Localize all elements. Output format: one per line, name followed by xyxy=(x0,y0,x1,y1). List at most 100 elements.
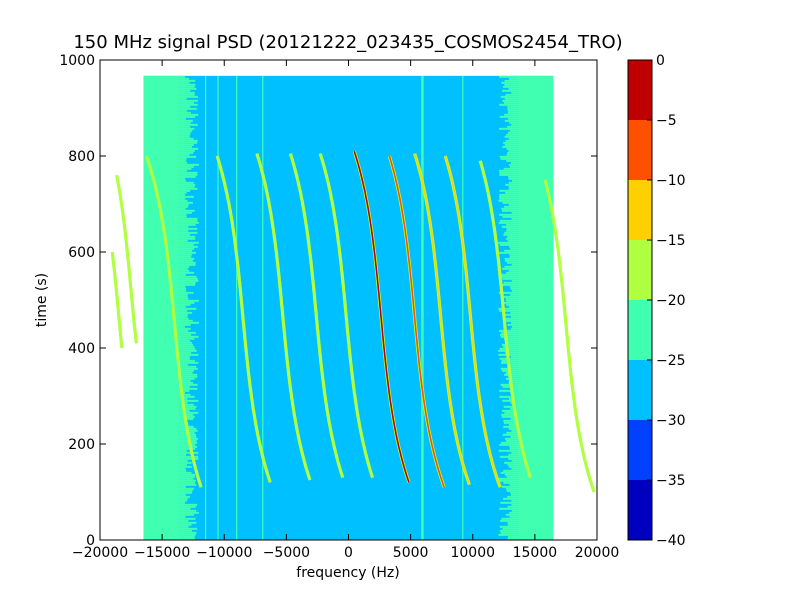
heatmap-noise xyxy=(178,415,195,418)
heatmap-noise xyxy=(178,225,189,228)
heatmap-noise xyxy=(178,529,192,532)
heatmap-noise xyxy=(178,147,199,150)
heatmap-noise xyxy=(498,477,519,480)
heatmap-noise xyxy=(506,261,519,264)
heatmap-noise xyxy=(178,527,198,530)
heatmap-noise xyxy=(506,223,519,226)
heatmap-noise xyxy=(507,505,519,508)
colorbar-tick-label: −15 xyxy=(656,233,686,249)
heatmap-noise xyxy=(510,387,519,390)
heatmap-noise xyxy=(504,79,519,82)
heatmap-noise xyxy=(178,207,186,210)
heatmap-noise xyxy=(178,287,187,290)
colorbar-segment xyxy=(628,360,652,420)
heatmap-noise xyxy=(178,127,195,130)
heatmap-noise xyxy=(509,253,519,256)
heatmap-noise xyxy=(178,199,188,202)
heatmap-noise xyxy=(503,281,519,284)
heatmap-noise xyxy=(178,173,198,176)
heatmap-noise xyxy=(508,185,519,188)
doppler-trace xyxy=(544,179,595,493)
heatmap-noise xyxy=(178,513,194,516)
colorbar-tick-label: −20 xyxy=(656,293,686,309)
heatmap-noise xyxy=(511,211,519,214)
heatmap-noise xyxy=(506,159,519,162)
heatmap-noise xyxy=(178,237,196,240)
heatmap-noise xyxy=(178,145,193,148)
heatmap-noise xyxy=(178,423,189,426)
heatmap-noise xyxy=(178,485,186,488)
heatmap-noise xyxy=(498,251,519,254)
heatmap-noise xyxy=(509,445,519,448)
heatmap-noise xyxy=(178,335,199,338)
heatmap-noise xyxy=(500,335,519,338)
colorbar-tick-label: −5 xyxy=(656,113,677,129)
heatmap-noise xyxy=(511,217,519,220)
heatmap-noise xyxy=(507,111,519,114)
heatmap-noise xyxy=(178,129,193,132)
colorbar-segment xyxy=(628,180,652,240)
heatmap-noise xyxy=(178,471,192,474)
heatmap-noise xyxy=(508,305,519,308)
heatmap-noise xyxy=(499,309,519,312)
heatmap-noise xyxy=(502,409,519,412)
heatmap-noise xyxy=(178,227,198,230)
heatmap-noise xyxy=(503,481,519,484)
heatmap-noise xyxy=(501,225,519,228)
heatmap-noise xyxy=(178,115,196,118)
heatmap-noise xyxy=(501,485,519,488)
heatmap-noise xyxy=(178,327,191,330)
heatmap-noise xyxy=(178,181,194,184)
heatmap-noise xyxy=(178,461,192,464)
y-tick-label: 400 xyxy=(68,341,95,357)
heatmap-noise xyxy=(502,317,519,320)
heatmap-noise xyxy=(178,209,195,212)
heatmap-noise xyxy=(500,441,519,444)
heatmap-noise xyxy=(504,249,519,252)
heatmap-noise xyxy=(178,79,196,82)
heatmap-noise xyxy=(508,427,519,430)
heatmap-noise xyxy=(178,303,191,306)
colorbar: 0 −5 −10 −15 −20 −25 −30 −35 −40 xyxy=(627,53,686,549)
heatmap-noise xyxy=(178,255,192,258)
heatmap-noise xyxy=(178,341,192,344)
heatmap-noise xyxy=(508,181,519,184)
heatmap-noise xyxy=(506,133,519,136)
heatmap-noise xyxy=(508,269,519,272)
heatmap-noise xyxy=(510,311,519,314)
doppler-trace xyxy=(111,251,123,349)
heatmap-noise xyxy=(178,109,188,112)
heatmap-noise xyxy=(178,515,186,518)
heatmap-noise xyxy=(511,279,519,282)
heatmap-noise xyxy=(178,103,198,106)
heatmap-noise xyxy=(178,345,195,348)
heatmap-noise xyxy=(506,303,519,306)
heatmap-noise xyxy=(505,341,519,344)
heatmap-noise xyxy=(506,475,519,478)
doppler-trace xyxy=(444,155,501,488)
heatmap-noise xyxy=(178,323,191,326)
heatmap-noise xyxy=(178,501,185,504)
heatmap-noise xyxy=(178,535,195,538)
heatmap-noise xyxy=(504,231,519,234)
heatmap-noise xyxy=(499,173,519,176)
heatmap-noise xyxy=(499,213,519,216)
heatmap-noise xyxy=(178,337,195,340)
x-axis-label: frequency (Hz) xyxy=(296,565,399,581)
heatmap-noise xyxy=(178,521,197,524)
heatmap-noise xyxy=(178,343,193,346)
heatmap-noise xyxy=(178,75,185,78)
heatmap-noise xyxy=(178,183,196,186)
heatmap-noise xyxy=(178,475,195,478)
x-tick-label: 20000 xyxy=(575,545,620,561)
heatmap-noise xyxy=(178,363,188,366)
heatmap-noise xyxy=(500,157,519,160)
heatmap-noise xyxy=(510,365,519,368)
heatmap-noise xyxy=(499,455,519,458)
heatmap-noise xyxy=(178,459,188,462)
heatmap-noise xyxy=(510,165,519,168)
heatmap-noise xyxy=(178,263,196,266)
heatmap-noise xyxy=(499,171,519,174)
heatmap-noise xyxy=(508,457,519,460)
doppler-trace xyxy=(145,155,202,488)
